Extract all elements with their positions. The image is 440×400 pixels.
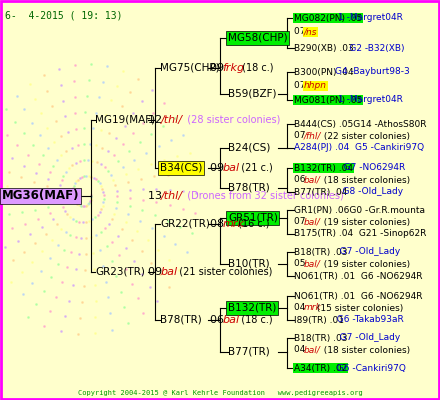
Text: (18 sister colonies): (18 sister colonies) <box>318 346 410 354</box>
Text: mrk: mrk <box>223 219 245 229</box>
Text: bal/: bal/ <box>304 346 321 354</box>
Text: 04: 04 <box>294 346 308 354</box>
Text: frkg: frkg <box>223 63 245 73</box>
Text: (18 c.): (18 c.) <box>235 315 273 325</box>
Text: (16 c.): (16 c.) <box>235 219 269 229</box>
Text: B132(TR): B132(TR) <box>228 303 276 313</box>
Text: NO61(TR) .01  G6 -NO6294R: NO61(TR) .01 G6 -NO6294R <box>294 292 422 300</box>
Text: B77(TR) .04: B77(TR) .04 <box>294 188 347 196</box>
Text: Copyright 2004-2015 @ Karl Kehrle Foundation   www.pedigreeapis.org: Copyright 2004-2015 @ Karl Kehrle Founda… <box>77 390 363 396</box>
Text: 1 -Margret04R: 1 -Margret04R <box>338 96 403 104</box>
Text: MG19(MAF): MG19(MAF) <box>95 115 155 125</box>
Text: 06: 06 <box>210 315 227 325</box>
Text: bal: bal <box>223 163 240 173</box>
Text: 12: 12 <box>148 115 165 125</box>
Text: GR51(TR): GR51(TR) <box>228 213 278 223</box>
Text: 09: 09 <box>210 163 227 173</box>
Text: B290(XB) .03: B290(XB) .03 <box>294 44 354 52</box>
Text: (19 sister colonies): (19 sister colonies) <box>318 260 410 268</box>
Text: (28 sister colonies): (28 sister colonies) <box>181 115 281 125</box>
Text: I89(TR) .01: I89(TR) .01 <box>294 316 344 324</box>
Text: bal: bal <box>161 267 178 277</box>
Text: B24(CS): B24(CS) <box>228 143 270 153</box>
Text: A284(PJ) .04  G5 -Cankiri97Q: A284(PJ) .04 G5 -Cankiri97Q <box>294 144 424 152</box>
Text: B78(TR): B78(TR) <box>228 183 270 193</box>
Text: (21 c.): (21 c.) <box>235 163 273 173</box>
Text: G7 -Old_Lady: G7 -Old_Lady <box>331 248 400 256</box>
Text: 07: 07 <box>294 28 308 36</box>
Text: G4 -Bayburt98-3: G4 -Bayburt98-3 <box>334 68 409 76</box>
Text: hhpn: hhpn <box>304 82 327 90</box>
Text: /thl/: /thl/ <box>161 115 183 125</box>
Text: B10(TR): B10(TR) <box>228 259 270 269</box>
Text: G6 -Cankiri97Q: G6 -Cankiri97Q <box>331 364 406 372</box>
Text: 07: 07 <box>294 82 308 90</box>
Text: bal/: bal/ <box>304 218 321 226</box>
Text: 1 -Margret04R: 1 -Margret04R <box>338 14 403 22</box>
Text: B77(TR): B77(TR) <box>228 347 270 357</box>
Text: B34(CS): B34(CS) <box>160 163 202 173</box>
Text: B59(BZF): B59(BZF) <box>228 89 276 99</box>
Text: B444(CS) .05G14 -AthosS80R: B444(CS) .05G14 -AthosS80R <box>294 120 426 128</box>
Text: (19 sister colonies): (19 sister colonies) <box>318 218 410 226</box>
Text: MG082(PN) .05: MG082(PN) .05 <box>294 14 362 22</box>
Text: MG081(PN) .05: MG081(PN) .05 <box>294 96 363 104</box>
Text: (22 sister colonies): (22 sister colonies) <box>321 132 410 140</box>
Text: 09: 09 <box>148 267 165 277</box>
Text: GR1(PN) .06G0 -Gr.R.mounta: GR1(PN) .06G0 -Gr.R.mounta <box>294 206 425 214</box>
Text: B132(TR) .04: B132(TR) .04 <box>294 164 353 172</box>
Text: 04: 04 <box>294 304 308 312</box>
Text: bal: bal <box>223 315 240 325</box>
Text: /thl/: /thl/ <box>161 191 183 201</box>
Text: 6-  4-2015 ( 19: 13): 6- 4-2015 ( 19: 13) <box>5 10 122 20</box>
Text: 06: 06 <box>294 176 308 184</box>
Text: 08: 08 <box>210 219 227 229</box>
Text: (Drones from 32 sister colonies): (Drones from 32 sister colonies) <box>181 191 344 201</box>
Text: bal/: bal/ <box>304 176 321 184</box>
Text: 05: 05 <box>294 260 308 268</box>
Text: MG36(MAF): MG36(MAF) <box>2 190 80 202</box>
Text: B78(TR): B78(TR) <box>160 315 202 325</box>
Text: G7 -Old_Lady: G7 -Old_Lady <box>331 334 400 342</box>
Text: G8 -Old_Lady: G8 -Old_Lady <box>331 188 403 196</box>
Text: /ns: /ns <box>304 28 318 36</box>
Text: GR22(TR): GR22(TR) <box>160 219 210 229</box>
Text: G6 -Takab93aR: G6 -Takab93aR <box>331 316 404 324</box>
Text: B300(PN) .04: B300(PN) .04 <box>294 68 354 76</box>
Text: mrk: mrk <box>304 304 322 312</box>
Text: 13: 13 <box>148 191 165 201</box>
Text: A34(TR) .02: A34(TR) .02 <box>294 364 347 372</box>
Text: /fhl/: /fhl/ <box>304 132 322 140</box>
Text: 09: 09 <box>210 63 227 73</box>
Text: GR23(TR): GR23(TR) <box>95 267 145 277</box>
Text: 07: 07 <box>294 132 308 140</box>
Text: MG58(CHP): MG58(CHP) <box>228 33 288 43</box>
Text: B18(TR) .03: B18(TR) .03 <box>294 248 348 256</box>
Text: bal/: bal/ <box>304 260 321 268</box>
Text: NO61(TR) .01  G6 -NO6294R: NO61(TR) .01 G6 -NO6294R <box>294 272 422 280</box>
Text: (18 c.): (18 c.) <box>239 63 274 73</box>
Text: B18(TR) .03: B18(TR) .03 <box>294 334 348 342</box>
Text: 07: 07 <box>294 218 308 226</box>
Text: B175(TR) .04  G21 -Sinop62R: B175(TR) .04 G21 -Sinop62R <box>294 230 426 238</box>
Text: (15 sister colonies): (15 sister colonies) <box>314 304 403 312</box>
Text: G7 -NO6294R: G7 -NO6294R <box>334 164 405 172</box>
Text: G2 -B32(XB): G2 -B32(XB) <box>334 44 404 52</box>
Text: MG75(CHP): MG75(CHP) <box>160 63 220 73</box>
Text: (18 sister colonies): (18 sister colonies) <box>318 176 410 184</box>
Text: (21 sister colonies): (21 sister colonies) <box>173 267 272 277</box>
